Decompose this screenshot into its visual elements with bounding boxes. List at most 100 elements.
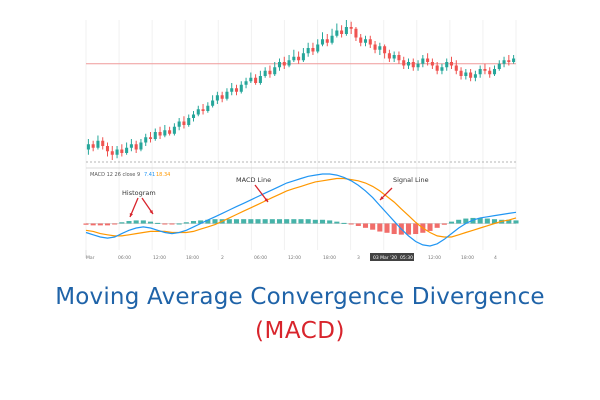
candle-body bbox=[110, 151, 114, 155]
histogram-bar bbox=[190, 221, 197, 224]
annotation-arrowhead bbox=[129, 213, 133, 217]
histogram-bar bbox=[441, 223, 447, 225]
x-tick-label: 3 bbox=[357, 255, 360, 261]
candle-body bbox=[244, 81, 248, 85]
candle-body bbox=[306, 48, 310, 54]
candle-body bbox=[492, 69, 497, 75]
histogram-bar bbox=[276, 219, 283, 224]
candle-body bbox=[416, 63, 420, 68]
candle-body bbox=[148, 137, 153, 139]
histogram-bar bbox=[477, 217, 483, 224]
histogram-bar bbox=[212, 219, 218, 224]
macd-chart: MACD 12 26 close 9 7.41 18.34 Histogram MACD… bbox=[83, 20, 519, 261]
candle-body bbox=[502, 60, 506, 64]
candle-body bbox=[292, 56, 296, 61]
histogram-bar bbox=[312, 219, 318, 224]
candle-body bbox=[387, 53, 391, 59]
histogram-bar bbox=[513, 220, 519, 224]
histogram-bar bbox=[484, 218, 490, 224]
candle-body bbox=[449, 62, 454, 66]
annotation-arrowhead bbox=[264, 198, 268, 202]
candle-body bbox=[211, 100, 215, 106]
candle-body bbox=[411, 62, 415, 68]
candle-body bbox=[402, 60, 406, 66]
candle-body bbox=[263, 70, 267, 76]
macd-header-label: MACD 12 26 close 9 bbox=[90, 172, 140, 178]
candle-body bbox=[201, 109, 205, 111]
candle-body bbox=[96, 140, 100, 148]
candle-body bbox=[301, 53, 305, 61]
histogram-bar bbox=[448, 221, 455, 224]
histogram-bar bbox=[377, 223, 383, 232]
candle-body bbox=[129, 144, 133, 148]
candle-body bbox=[354, 28, 358, 38]
histogram-bar bbox=[298, 219, 304, 224]
histogram-bar bbox=[405, 223, 412, 235]
candle-body bbox=[273, 67, 277, 75]
histogram-bar bbox=[140, 220, 146, 224]
candle-body bbox=[168, 130, 172, 134]
histogram-bar bbox=[384, 223, 390, 233]
candle-body bbox=[191, 114, 196, 118]
candle-body bbox=[445, 62, 449, 68]
x-tick-label: 12:00 bbox=[153, 255, 166, 261]
candle-body bbox=[254, 77, 258, 83]
histogram-bar bbox=[370, 223, 376, 230]
candle-body bbox=[483, 69, 487, 71]
histogram-bar bbox=[133, 220, 139, 224]
candle-body bbox=[325, 39, 329, 43]
candle-body bbox=[153, 132, 157, 139]
candle-body bbox=[158, 132, 162, 136]
histogram-bar bbox=[319, 219, 326, 224]
histogram-bar bbox=[126, 221, 132, 224]
candle-body bbox=[359, 37, 363, 43]
histogram-bar bbox=[162, 223, 168, 225]
histogram-bar bbox=[104, 223, 111, 226]
candle-body bbox=[330, 35, 334, 43]
candle-body bbox=[220, 95, 224, 99]
candle-body bbox=[478, 69, 482, 75]
histogram-bar bbox=[341, 222, 347, 224]
x-tick-label: 03 Mar '20 bbox=[373, 255, 397, 261]
candle-body bbox=[383, 46, 387, 54]
annotation-signal-line-label: Signal Line bbox=[393, 176, 429, 184]
candle-body bbox=[215, 95, 219, 101]
histogram-bar bbox=[176, 223, 182, 225]
candle-body bbox=[172, 126, 176, 134]
candle-body bbox=[225, 91, 229, 99]
histogram-bar bbox=[97, 223, 103, 226]
candle-body bbox=[435, 65, 439, 71]
candle-body bbox=[469, 72, 473, 78]
macd-line bbox=[85, 173, 517, 247]
candle-body bbox=[268, 70, 272, 75]
candle-body bbox=[125, 147, 129, 153]
x-tick-label: 06:00 bbox=[254, 255, 267, 261]
histogram-bar bbox=[147, 221, 154, 224]
annotation-histogram-label: Histogram bbox=[122, 189, 156, 197]
histogram-bar bbox=[355, 223, 361, 226]
annotation-arrowhead bbox=[380, 196, 384, 200]
histogram-bar bbox=[284, 219, 290, 224]
candle-body bbox=[507, 60, 511, 62]
histogram-bar bbox=[391, 223, 397, 235]
histogram-bar bbox=[90, 223, 96, 226]
candle-body bbox=[249, 77, 253, 82]
candle-body bbox=[497, 63, 501, 69]
candle-body bbox=[258, 76, 262, 83]
candle-body bbox=[430, 62, 434, 66]
candle-body bbox=[206, 105, 210, 111]
histogram-bar bbox=[255, 219, 261, 224]
histogram-bar bbox=[262, 219, 268, 224]
candle-body bbox=[378, 46, 382, 50]
macd-header-value: 18.34 bbox=[156, 172, 170, 178]
histogram-bar bbox=[226, 219, 232, 224]
x-tick-label: Mar bbox=[86, 255, 95, 261]
histogram-bar bbox=[241, 219, 247, 224]
candle-body bbox=[196, 109, 200, 115]
candle-body bbox=[144, 137, 148, 143]
histogram-bar bbox=[112, 223, 118, 225]
histogram-bar bbox=[119, 222, 125, 224]
histogram-bar bbox=[348, 223, 354, 225]
candle-body bbox=[282, 62, 286, 66]
candle-body bbox=[464, 72, 468, 76]
